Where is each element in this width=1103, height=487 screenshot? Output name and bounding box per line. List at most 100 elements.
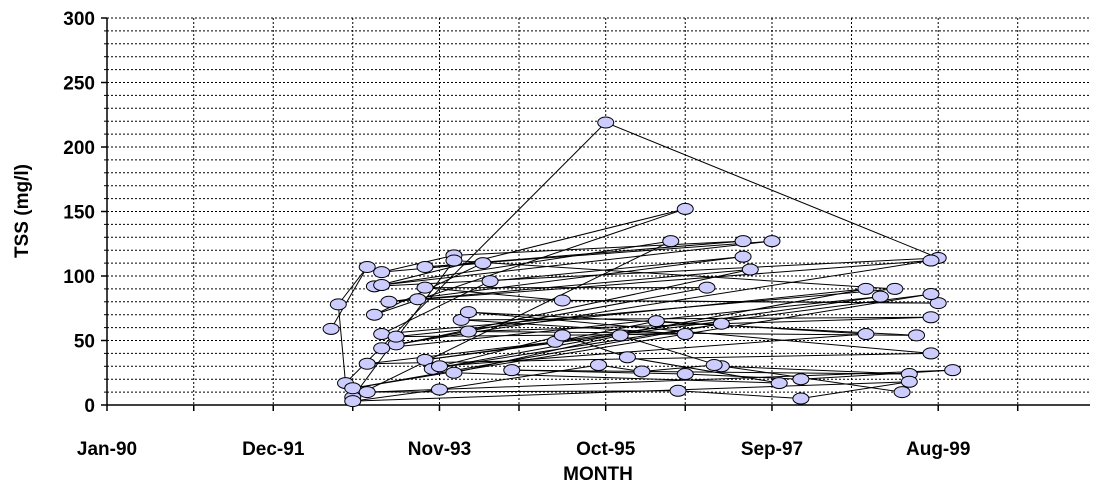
data-point: [344, 395, 362, 408]
data-point: [430, 383, 448, 396]
series-segment: [381, 240, 671, 286]
data-point: [481, 275, 499, 288]
data-point: [459, 306, 477, 319]
series-segment: [562, 334, 628, 358]
x-tick-label: Jan-90: [77, 439, 137, 460]
series-segment: [620, 334, 722, 367]
data-point: [358, 260, 376, 273]
data-point: [662, 235, 680, 248]
data-point: [416, 260, 434, 273]
x-tick-label: Dec-91: [242, 439, 305, 460]
data-point: [900, 375, 918, 388]
series-segment: [381, 280, 491, 335]
series-segment: [337, 304, 347, 384]
series-segment: [381, 296, 881, 349]
data-point: [474, 257, 492, 270]
y-tick-label: 200: [63, 138, 95, 159]
series-segment: [337, 266, 368, 305]
tick-labels: 0 50 100 150 200 250 300 Jan-90 Dec-91 Nov-93 Oct-…: [63, 9, 970, 460]
data-point: [445, 254, 463, 267]
data-point: [669, 384, 687, 397]
data-point: [590, 359, 607, 372]
data-point: [597, 116, 615, 129]
series-segment: [605, 122, 939, 259]
data-point: [893, 386, 911, 399]
series-segment: [396, 333, 686, 338]
data-point: [633, 365, 651, 378]
series-lines: [330, 122, 953, 402]
x-tick-label: Oct-95: [576, 439, 636, 460]
data-point: [373, 328, 391, 341]
x-axis-title: MONTH: [563, 464, 633, 485]
y-tick-label: 300: [63, 9, 95, 30]
series-segment: [396, 260, 932, 345]
data-point: [373, 279, 391, 292]
series-segment: [439, 334, 563, 367]
data-point: [734, 250, 752, 263]
series-segment: [468, 311, 932, 354]
data-point: [430, 360, 448, 373]
data-point: [698, 281, 716, 294]
series-segment: [381, 269, 751, 349]
data-point: [387, 330, 405, 343]
data-point: [365, 308, 383, 321]
data-point: [871, 290, 889, 303]
data-point: [741, 263, 759, 276]
data-point: [373, 266, 391, 279]
data-point: [763, 235, 781, 248]
series-segment: [800, 381, 910, 400]
series-segment: [330, 266, 368, 330]
series-segment: [381, 240, 773, 286]
data-point: [922, 288, 940, 301]
data-point: [618, 351, 636, 364]
series-segment: [453, 260, 895, 290]
series-segment: [367, 369, 953, 393]
data-point: [553, 294, 571, 307]
series-segment: [388, 260, 932, 303]
y-tick-label: 250: [63, 74, 95, 95]
data-point: [553, 329, 571, 342]
series-segment: [800, 369, 953, 380]
series-segment: [374, 257, 939, 287]
data-point: [922, 347, 940, 360]
series-segment: [461, 319, 686, 335]
series-segment: [641, 364, 715, 372]
data-point: [358, 386, 376, 399]
data-point: [792, 373, 810, 386]
series-segment: [439, 333, 866, 367]
series-segment: [424, 287, 563, 302]
plot-area: [107, 18, 1090, 405]
y-tick-label: 50: [74, 332, 95, 353]
data-point: [857, 282, 875, 295]
x-tick-label: Nov-93: [408, 439, 471, 460]
y-tick-label: 100: [63, 267, 95, 288]
y-tick-label: 150: [63, 203, 95, 224]
series-segment: [352, 260, 455, 398]
series-segment: [677, 390, 801, 400]
data-point: [922, 311, 940, 324]
data-point: [886, 282, 904, 295]
data-point: [358, 357, 376, 370]
series-segment: [453, 334, 621, 374]
data-point: [445, 366, 463, 379]
data-point: [712, 317, 730, 330]
series-segment: [656, 320, 866, 335]
data-point: [329, 298, 347, 311]
series-points: [322, 116, 962, 408]
y-axis-title: TSS (mg/l): [12, 164, 33, 258]
series-segment: [417, 269, 751, 300]
data-point: [792, 392, 810, 405]
data-point: [409, 293, 427, 306]
series-segment: [439, 364, 599, 391]
data-point: [344, 382, 362, 395]
series-segment: [511, 369, 686, 375]
y-tick-label: 0: [84, 396, 95, 417]
data-point: [503, 364, 521, 377]
data-point: [373, 342, 391, 355]
x-tick-label: Aug-99: [906, 439, 970, 460]
series-segment: [374, 208, 686, 287]
series-segment: [352, 381, 910, 402]
axes: [101, 17, 1090, 411]
data-point: [857, 328, 875, 341]
